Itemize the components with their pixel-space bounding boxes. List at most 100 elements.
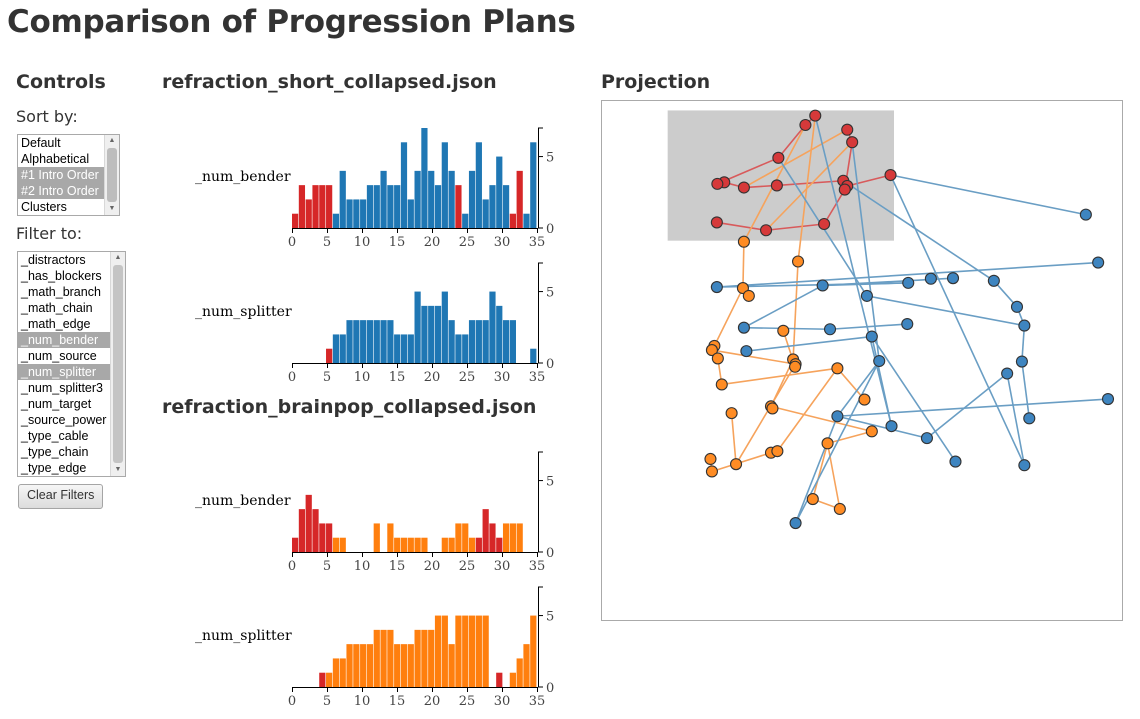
projection-edge <box>743 284 824 329</box>
x-tick-label: 0 <box>288 235 296 250</box>
x-tick-label: 15 <box>389 559 406 574</box>
histogram-bar <box>319 185 326 228</box>
projection-point <box>711 352 724 365</box>
projection-edge <box>730 413 737 465</box>
histogram-bar <box>387 523 394 552</box>
list-option[interactable]: _type_cable <box>21 429 89 443</box>
x-tick-label: 0 <box>288 694 296 709</box>
histogram-bar <box>523 213 530 228</box>
histogram-bar <box>482 199 489 228</box>
histogram-bar <box>387 629 394 687</box>
list-option[interactable]: _num_bender <box>18 332 125 348</box>
histogram-bar <box>482 320 489 363</box>
list-option[interactable]: #1 Intro Order <box>18 167 119 183</box>
projection-point <box>704 452 717 466</box>
projection-edge <box>823 189 846 225</box>
scroll-up-icon[interactable]: ▲ <box>114 254 122 261</box>
histogram-bar <box>360 320 367 363</box>
histogram-bar <box>455 334 462 363</box>
histogram-bar <box>373 629 380 687</box>
projection-point <box>809 109 822 122</box>
scroll-down-icon[interactable]: ▼ <box>114 466 122 473</box>
histogram-bar <box>387 185 394 228</box>
histogram-bar <box>312 509 319 552</box>
projection-point <box>858 393 871 406</box>
list-option[interactable]: Default <box>21 136 61 150</box>
projection-heading: Projection <box>601 71 711 93</box>
histogram-bar <box>434 185 442 228</box>
list-option[interactable]: Clusters <box>21 200 67 214</box>
projection-edge <box>812 443 829 500</box>
histogram-bar <box>516 523 523 552</box>
x-tick-label: 20 <box>424 559 441 574</box>
clear-filters-button[interactable]: Clear Filters <box>18 484 104 509</box>
list-option[interactable]: _num_target <box>21 397 92 411</box>
scroll-up-icon[interactable]: ▲ <box>108 137 116 144</box>
histogram-bar <box>414 170 421 228</box>
y-tick-label: 0 <box>546 222 554 237</box>
histogram-bar <box>407 644 414 687</box>
list-option[interactable]: _has_blockers <box>21 269 102 283</box>
histogram-bar <box>523 644 530 687</box>
x-tick-label: 35 <box>529 370 546 385</box>
histogram-bar <box>462 334 469 363</box>
histogram-bar <box>407 537 414 552</box>
list-option[interactable]: _type_chain <box>21 445 89 459</box>
projection-point <box>873 354 886 368</box>
x-tick-label: 0 <box>288 559 296 574</box>
histogram-bar <box>380 629 387 687</box>
histogram-bar <box>332 537 340 552</box>
list-option[interactable]: _math_branch <box>21 285 101 299</box>
histogram-bar <box>366 185 374 228</box>
histogram-bar <box>339 170 346 228</box>
projection-point <box>884 168 897 182</box>
scroll-down-icon[interactable]: ▼ <box>108 205 116 212</box>
histogram-bar <box>475 320 482 363</box>
list-option[interactable]: _distractors <box>21 253 86 267</box>
list-option[interactable]: _math_edge <box>21 317 91 331</box>
projection-point <box>772 151 785 164</box>
list-option[interactable]: _num_splitter <box>18 364 125 380</box>
list-option[interactable]: _math_chain <box>21 301 93 315</box>
histogram-bar <box>468 537 476 552</box>
sort-select[interactable]: Default Alphabetical #1 Intro Order #2 Intr… <box>17 134 120 216</box>
x-tick-label: 30 <box>494 370 511 385</box>
projection-edge <box>716 221 767 232</box>
controls-heading: Controls <box>16 71 106 93</box>
sort-scrollbar[interactable]: ▲ ▼ <box>104 135 119 215</box>
histogram-bar <box>448 537 455 552</box>
list-option[interactable]: _num_source <box>21 349 97 363</box>
projection-edge <box>742 241 745 289</box>
panel-title-brainpop: refraction_brainpop_collapsed.json <box>162 396 537 418</box>
histogram-bar <box>346 644 353 687</box>
filter-scrollbar[interactable]: ▲ ▼ <box>110 252 125 476</box>
list-option[interactable]: _type_edge <box>21 461 87 475</box>
histogram-bar <box>326 348 333 363</box>
histogram-bar <box>305 199 312 228</box>
histogram-bar <box>414 537 421 552</box>
list-option[interactable]: #2 Intro Order <box>18 183 119 199</box>
projection-point <box>806 493 819 506</box>
projection-point <box>987 274 1000 287</box>
projection-edge <box>776 367 839 452</box>
histogram-bar <box>468 615 476 687</box>
projection-edge <box>836 360 880 417</box>
projection-point <box>791 255 805 268</box>
histogram-bar <box>516 170 523 228</box>
histogram-bar <box>292 537 299 552</box>
projection-point <box>705 344 718 357</box>
histogram-bar <box>326 185 333 228</box>
projection-scatter[interactable] <box>601 100 1123 621</box>
x-tick-label: 30 <box>494 235 511 250</box>
list-option[interactable]: _num_splitter3 <box>21 381 103 395</box>
list-option[interactable]: _source_power <box>21 413 107 427</box>
projection-edge <box>770 405 873 433</box>
histogram-bar <box>428 170 435 228</box>
scroll-thumb[interactable] <box>113 265 123 463</box>
histogram-bar <box>434 305 442 363</box>
scroll-thumb[interactable] <box>107 148 117 202</box>
filter-select[interactable]: _distractors _has_blockers _math_branch _ma… <box>17 251 126 477</box>
list-option[interactable]: Alphabetical <box>21 152 90 166</box>
histogram-bar <box>380 170 387 228</box>
